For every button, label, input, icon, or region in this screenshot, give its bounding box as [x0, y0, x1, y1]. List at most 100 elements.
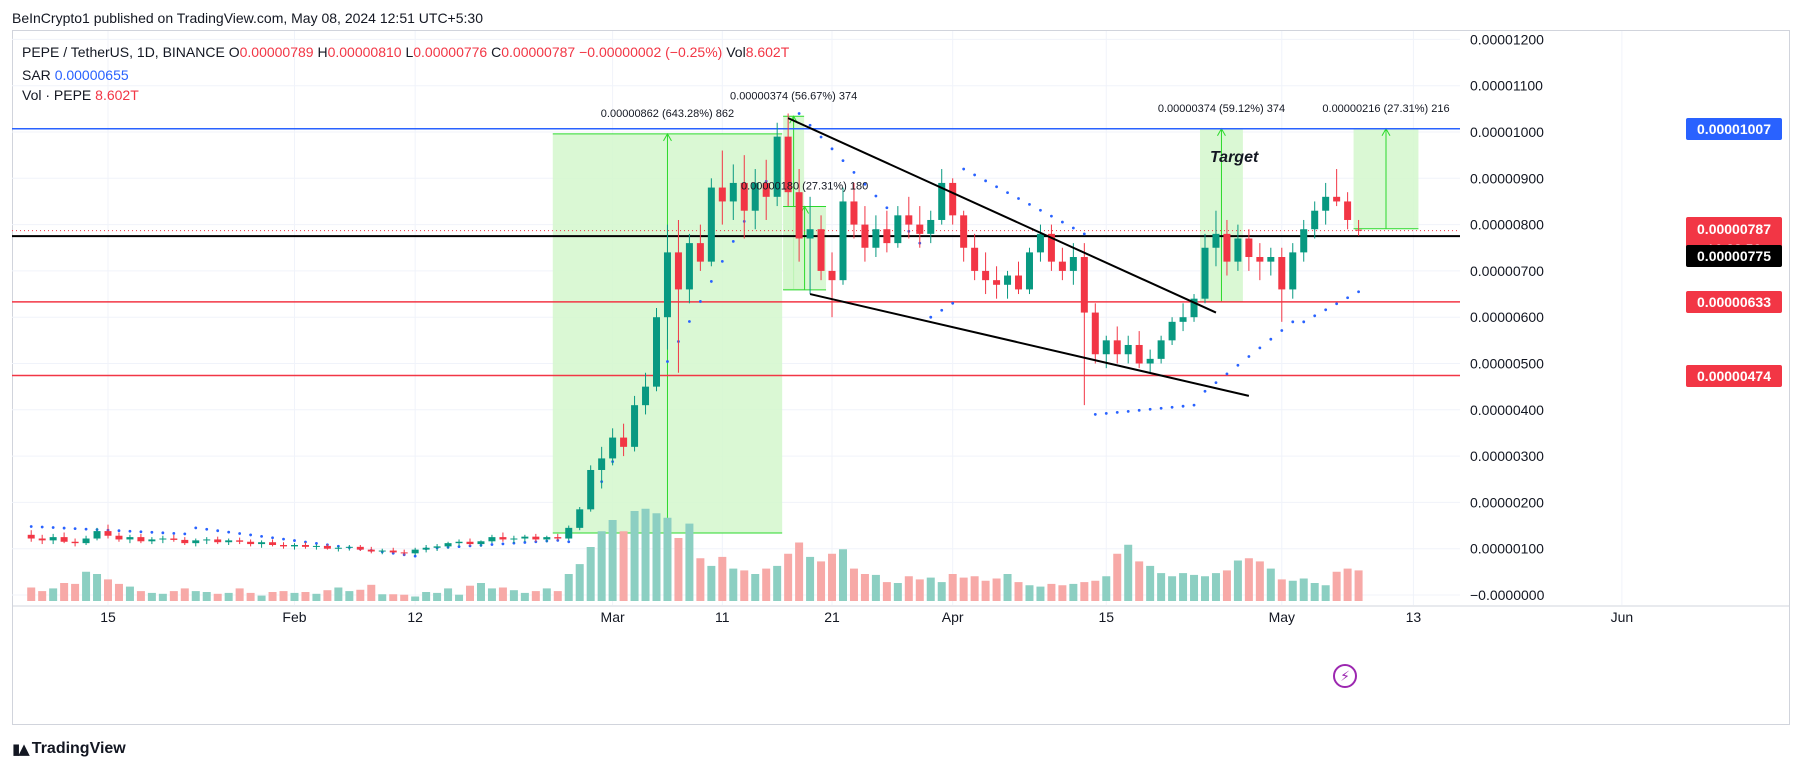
sar-dot	[1225, 372, 1229, 376]
volume-bar	[290, 592, 299, 601]
volume-bar	[104, 579, 112, 601]
candle-body	[543, 537, 551, 540]
candle-body	[126, 537, 134, 540]
tradingview-logo-icon: ▮▲	[12, 740, 30, 758]
legend-high-value: 0.00000810	[327, 44, 402, 60]
candle-body	[718, 187, 726, 202]
tradingview-brand[interactable]: ▮▲ TradingView	[12, 740, 126, 758]
sar-dot	[1028, 202, 1031, 206]
sar-dot	[117, 529, 121, 533]
volume-bar	[1102, 576, 1111, 601]
volume-bar	[1343, 568, 1352, 601]
sar-dot	[490, 543, 494, 546]
candle-body	[1058, 261, 1066, 271]
brand-label: TradingView	[31, 740, 126, 757]
sar-dot	[819, 135, 823, 139]
candle-body	[301, 544, 309, 547]
volume-bar	[915, 579, 924, 601]
candle-body	[685, 243, 693, 290]
volume-bar	[1310, 583, 1319, 601]
volume-bar	[158, 593, 167, 601]
sar-dot	[51, 526, 55, 529]
x-axis-tick-label: May	[1269, 609, 1295, 625]
sar-dot	[1006, 191, 1009, 195]
y-axis-tick-label: 0.00001200	[1470, 31, 1544, 47]
candle-body	[1322, 196, 1330, 211]
candle-body	[1157, 340, 1165, 359]
candle-body	[203, 539, 211, 541]
candle-body	[1091, 312, 1099, 355]
candle-body	[444, 543, 452, 547]
price-tag-blue-level: 0.00001007	[1686, 117, 1782, 140]
measure-arrowhead	[663, 132, 672, 142]
sar-dot	[951, 301, 955, 305]
volume-bar	[1332, 571, 1341, 601]
volume-bar	[828, 553, 837, 601]
volume-bar	[509, 590, 518, 601]
volume-bar	[981, 580, 990, 601]
sar-dot	[731, 239, 735, 243]
volume-bar	[27, 587, 36, 601]
sar-dot	[929, 315, 933, 319]
sar-dot	[315, 541, 318, 545]
volume-bar	[367, 584, 376, 601]
legend-close-label: C	[491, 44, 502, 60]
y-axis-tick-label: −0.0000000	[1470, 587, 1545, 603]
sar-dot	[1104, 412, 1108, 415]
volume-bar	[795, 542, 804, 601]
sar-dot	[1181, 404, 1185, 408]
candle-body	[1267, 257, 1275, 262]
volume-bar	[1321, 585, 1330, 601]
volume-bar	[400, 594, 409, 601]
candle-body	[916, 224, 924, 234]
candle-body	[466, 541, 474, 545]
legend-volume[interactable]: Vol · PEPE 8.602T	[22, 87, 139, 103]
volume-bar	[652, 513, 661, 601]
sar-dot	[1050, 214, 1053, 218]
legend-sar-label: SAR	[22, 67, 51, 83]
sar-dot	[238, 532, 242, 535]
lightning-icon[interactable]: ⚡	[1333, 664, 1357, 688]
volume-bar	[937, 582, 946, 601]
volume-bar	[1244, 558, 1253, 601]
volume-bar	[323, 590, 332, 601]
volume-bar	[904, 576, 913, 601]
volume-bar	[1211, 573, 1220, 601]
legend-low-value: 0.00000776	[413, 44, 488, 60]
candle-body	[1179, 317, 1187, 322]
volume-bar	[817, 561, 826, 601]
volume-bar	[1255, 561, 1264, 601]
sar-dot	[1093, 413, 1097, 416]
volume-bar	[718, 556, 727, 601]
volume-bar	[882, 582, 891, 601]
volume-bar	[564, 574, 573, 601]
x-axis-tick-label: Feb	[282, 609, 306, 625]
sar-dot	[1159, 406, 1163, 410]
sar-dot	[1170, 405, 1174, 409]
volume-bar	[696, 558, 705, 601]
measure-label: 0.00000374 (59.12%) 374	[1158, 103, 1285, 115]
candle-body	[27, 534, 35, 539]
legend-vol-value: 8.602T	[745, 44, 790, 60]
volume-bar	[93, 574, 102, 601]
volume-bar	[444, 588, 453, 601]
candle-body	[1256, 257, 1264, 262]
candle-body	[214, 539, 222, 543]
sar-dot	[1071, 226, 1075, 230]
candle-body	[1333, 196, 1341, 202]
volume-bar	[597, 531, 606, 601]
sar-dot	[1357, 290, 1360, 294]
sar-dot	[1192, 403, 1196, 407]
legend-sar[interactable]: SAR 0.00000655	[22, 67, 129, 83]
candle-body	[510, 538, 518, 540]
volume-bar	[147, 592, 156, 601]
candle-body	[422, 547, 430, 550]
volume-bar	[49, 588, 58, 601]
sar-dot	[567, 540, 571, 544]
wedge-trendline	[809, 293, 1250, 397]
candle-body	[181, 539, 189, 544]
candle-body	[323, 545, 331, 549]
volume-bar	[1266, 568, 1275, 601]
candle-body	[927, 219, 935, 234]
